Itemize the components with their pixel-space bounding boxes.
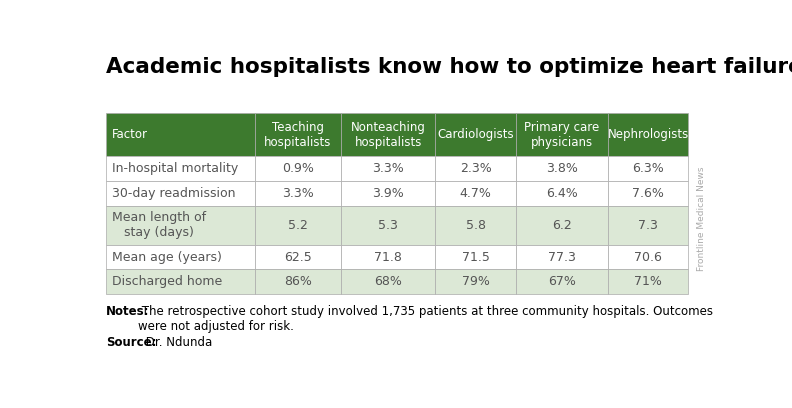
Text: Cardiologists: Cardiologists (437, 129, 514, 141)
Bar (608, 206, 688, 245)
Text: Primary care
physicians: Primary care physicians (524, 121, 600, 149)
Text: 86%: 86% (284, 275, 312, 288)
Bar (436, 156, 516, 181)
Text: 0.9%: 0.9% (282, 162, 314, 175)
Bar (341, 245, 436, 269)
Text: 67%: 67% (548, 275, 576, 288)
Text: 77.3: 77.3 (548, 251, 576, 264)
Text: 5.2: 5.2 (288, 219, 308, 232)
Text: Academic hospitalists know how to optimize heart failure outcomes: Academic hospitalists know how to optimi… (106, 57, 792, 77)
Text: Factor: Factor (112, 129, 148, 141)
Bar (608, 181, 688, 206)
Bar (516, 181, 608, 206)
Text: In-hospital mortality: In-hospital mortality (112, 162, 238, 175)
Text: 7.6%: 7.6% (632, 187, 664, 200)
Bar (255, 245, 341, 269)
Text: 2.3%: 2.3% (460, 162, 492, 175)
Text: 79%: 79% (462, 275, 489, 288)
Bar (341, 156, 436, 181)
Text: 3.8%: 3.8% (546, 162, 578, 175)
Bar (436, 269, 516, 294)
Bar (516, 245, 608, 269)
Text: 3.9%: 3.9% (372, 187, 404, 200)
Text: 3.3%: 3.3% (372, 162, 404, 175)
Bar (516, 156, 608, 181)
Bar (341, 113, 436, 156)
Bar (106, 156, 255, 181)
Bar (106, 181, 255, 206)
Bar (608, 245, 688, 269)
Bar (516, 269, 608, 294)
Bar (106, 113, 255, 156)
Bar (436, 181, 516, 206)
Text: Frontline Medical News: Frontline Medical News (697, 166, 706, 271)
Bar (255, 206, 341, 245)
Bar (106, 269, 255, 294)
Text: Notes:: Notes: (106, 305, 150, 318)
Text: 68%: 68% (375, 275, 402, 288)
Text: 71.5: 71.5 (462, 251, 489, 264)
Text: Discharged home: Discharged home (112, 275, 222, 288)
Bar (341, 181, 436, 206)
Text: 6.3%: 6.3% (632, 162, 664, 175)
Bar (608, 269, 688, 294)
Bar (255, 113, 341, 156)
Bar (255, 181, 341, 206)
Bar (608, 113, 688, 156)
Text: Mean age (years): Mean age (years) (112, 251, 222, 264)
Text: Dr. Ndunda: Dr. Ndunda (142, 337, 212, 349)
Text: 6.2: 6.2 (552, 219, 572, 232)
Text: 30-day readmission: 30-day readmission (112, 187, 235, 200)
Text: 70.6: 70.6 (634, 251, 662, 264)
Bar (106, 206, 255, 245)
Text: 71.8: 71.8 (375, 251, 402, 264)
Text: 62.5: 62.5 (284, 251, 312, 264)
Bar (255, 156, 341, 181)
Bar (436, 113, 516, 156)
Text: 4.7%: 4.7% (459, 187, 492, 200)
Bar (516, 206, 608, 245)
Text: The retrospective cohort study involved 1,735 patients at three community hospit: The retrospective cohort study involved … (139, 305, 714, 333)
Bar (341, 269, 436, 294)
Text: 5.3: 5.3 (379, 219, 398, 232)
Text: 7.3: 7.3 (638, 219, 658, 232)
Text: 6.4%: 6.4% (546, 187, 577, 200)
Text: Nephrologists: Nephrologists (607, 129, 689, 141)
Bar (341, 206, 436, 245)
Text: Mean length of
stay (days): Mean length of stay (days) (112, 211, 206, 239)
Text: 5.8: 5.8 (466, 219, 485, 232)
Bar (436, 245, 516, 269)
Bar (255, 269, 341, 294)
Bar (106, 245, 255, 269)
Text: Teaching
hospitalists: Teaching hospitalists (265, 121, 332, 149)
Bar (516, 113, 608, 156)
Text: Source:: Source: (106, 337, 157, 349)
Bar (608, 156, 688, 181)
Text: 3.3%: 3.3% (282, 187, 314, 200)
Bar (436, 206, 516, 245)
Text: Nonteaching
hospitalists: Nonteaching hospitalists (351, 121, 426, 149)
Text: 71%: 71% (634, 275, 662, 288)
